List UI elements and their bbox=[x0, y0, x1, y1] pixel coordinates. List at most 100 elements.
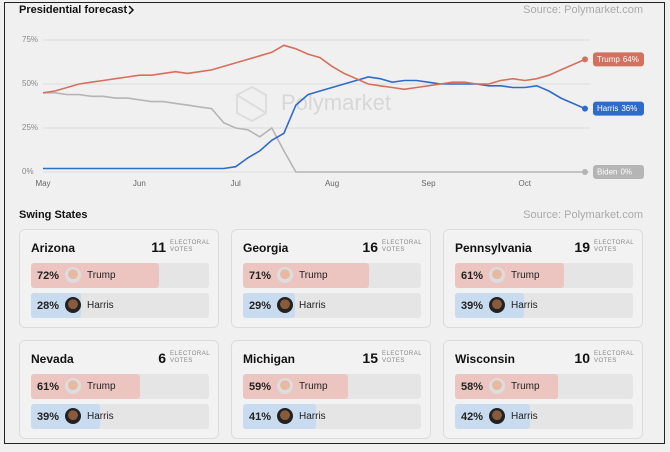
value-label: 28% bbox=[37, 300, 60, 312]
value-label: 39% bbox=[461, 300, 484, 312]
electoral-votes: 10 bbox=[574, 350, 590, 366]
electoral-votes-label: ELECTORAL VOTES bbox=[382, 351, 422, 364]
value-label: 61% bbox=[37, 381, 60, 393]
bar-track: 41% Harris bbox=[243, 404, 421, 429]
bar-track: 28% Harris bbox=[31, 293, 209, 318]
bar bbox=[455, 263, 564, 288]
y-tick-label: 75% bbox=[22, 35, 38, 44]
bar-track: 58% Trump bbox=[455, 374, 633, 399]
avatar bbox=[65, 378, 81, 394]
bar bbox=[243, 374, 349, 399]
value-label: 29% bbox=[249, 300, 272, 312]
end-label-bg bbox=[593, 52, 644, 67]
series-line bbox=[43, 92, 585, 173]
candidate-name: Trump bbox=[299, 270, 328, 281]
end-value-label: 64% bbox=[623, 55, 639, 64]
legend-entry: Biden bbox=[597, 168, 617, 177]
value-label: 39% bbox=[37, 411, 60, 423]
electoral-votes: 11 bbox=[151, 239, 166, 255]
end-value-label: 0% bbox=[620, 168, 632, 177]
end-value-label: 36% bbox=[621, 104, 637, 113]
legend-entry: Trump bbox=[597, 55, 620, 64]
y-tick-label: 0% bbox=[22, 167, 34, 176]
candidate-name: Harris bbox=[511, 300, 538, 311]
electoral-votes: 6 bbox=[158, 350, 166, 366]
end-dot bbox=[582, 105, 588, 112]
bar bbox=[455, 374, 559, 399]
value-label: 72% bbox=[37, 270, 60, 282]
bar-track: 71% Trump bbox=[243, 263, 421, 288]
end-label: Trump 64% bbox=[593, 52, 644, 67]
electoral-votes: 16 bbox=[362, 239, 378, 255]
y-tick-label: 50% bbox=[22, 79, 38, 88]
bar-track: 29% Harris bbox=[243, 293, 421, 318]
bar-track: 61% Trump bbox=[31, 374, 209, 399]
series-line bbox=[42, 44, 586, 94]
state-card: Wisconsin 10 ELECTORAL VOTES 58% Trump 42% Har… bbox=[443, 340, 643, 439]
end-dot bbox=[582, 56, 588, 63]
candidate-name: Trump bbox=[87, 270, 116, 281]
value-label: 58% bbox=[461, 381, 484, 393]
frame bbox=[4, 2, 665, 444]
avatar bbox=[277, 408, 293, 424]
value-label: 61% bbox=[461, 270, 484, 282]
chevron[interactable] bbox=[128, 5, 135, 15]
avatar bbox=[489, 297, 505, 313]
candidate-name: Harris bbox=[87, 411, 114, 422]
electoral-votes-label: ELECTORAL VOTES bbox=[170, 240, 210, 253]
end-label: Biden 0% bbox=[593, 165, 644, 179]
avatar bbox=[489, 378, 505, 394]
end-dot bbox=[582, 169, 588, 175]
value-label: 71% bbox=[249, 270, 272, 282]
electoral-votes-label: ELECTORAL VOTES bbox=[382, 240, 422, 253]
y-tick-label: 25% bbox=[22, 123, 38, 132]
candidate-name: Trump bbox=[299, 381, 328, 392]
value-label: 42% bbox=[461, 411, 484, 423]
bar-track: 59% Trump bbox=[243, 374, 421, 399]
bar-track: 72% Trump bbox=[31, 263, 209, 288]
state-card: Pennsylvania 19 ELECTORAL VOTES 61% Trump 39%… bbox=[443, 229, 643, 328]
bar bbox=[243, 263, 370, 288]
bar bbox=[31, 374, 140, 399]
state-name: Wisconsin bbox=[455, 352, 515, 366]
end-label-bg bbox=[593, 101, 644, 116]
x-tick-label: Jul bbox=[231, 179, 241, 188]
state-card: Georgia 16 ELECTORAL VOTES 71% Trump 29% Harri… bbox=[231, 229, 431, 328]
x-tick-label: May bbox=[35, 179, 50, 188]
state-name: Arizona bbox=[31, 241, 76, 255]
end-label-text: Trump 64% bbox=[597, 55, 639, 64]
state-card: Nevada 6 ELECTORAL VOTES 61% Trump 39% Harris bbox=[19, 340, 219, 439]
state-card: Arizona 11 ELECTORAL VOTES 72% Trump 28% Harri… bbox=[19, 229, 219, 328]
avatar bbox=[65, 297, 81, 313]
state-name: Nevada bbox=[31, 352, 74, 366]
value-label: 41% bbox=[249, 411, 272, 423]
end-label-text: Harris 36% bbox=[597, 104, 637, 113]
end-label-text: Biden 0% bbox=[597, 168, 632, 177]
electoral-votes: 15 bbox=[362, 350, 378, 366]
avatar bbox=[277, 378, 293, 394]
state-card: Michigan 15 ELECTORAL VOTES 59% Trump 41% Harr… bbox=[231, 340, 431, 439]
section-source: Source: Polymarket.com bbox=[523, 209, 643, 221]
x-tick-label: Aug bbox=[325, 179, 339, 188]
avatar bbox=[65, 408, 81, 424]
electoral-votes-label: ELECTORAL VOTES bbox=[594, 240, 634, 253]
value-label: 59% bbox=[249, 381, 272, 393]
candidate-name: Trump bbox=[87, 381, 116, 392]
end-label: Harris 36% bbox=[593, 101, 644, 116]
bar bbox=[31, 263, 160, 288]
x-tick-label: Oct bbox=[519, 179, 532, 188]
state-name: Georgia bbox=[243, 241, 289, 255]
electoral-votes: 19 bbox=[574, 239, 590, 255]
chart: Presidential forecast Source: Polymarket… bbox=[19, 4, 644, 188]
chart-title[interactable]: Presidential forecast bbox=[19, 4, 128, 16]
bar-track: 39% Harris bbox=[31, 404, 209, 429]
electoral-votes-label: ELECTORAL VOTES bbox=[170, 351, 210, 364]
avatar bbox=[277, 267, 293, 283]
electoral-votes-label: ELECTORAL VOTES bbox=[594, 351, 634, 364]
avatar bbox=[489, 408, 505, 424]
bar-track: 39% Harris bbox=[455, 293, 633, 318]
bar-track: 42% Harris bbox=[455, 404, 633, 429]
candidate-name: Harris bbox=[87, 300, 114, 311]
section-title: Swing States bbox=[19, 209, 88, 221]
